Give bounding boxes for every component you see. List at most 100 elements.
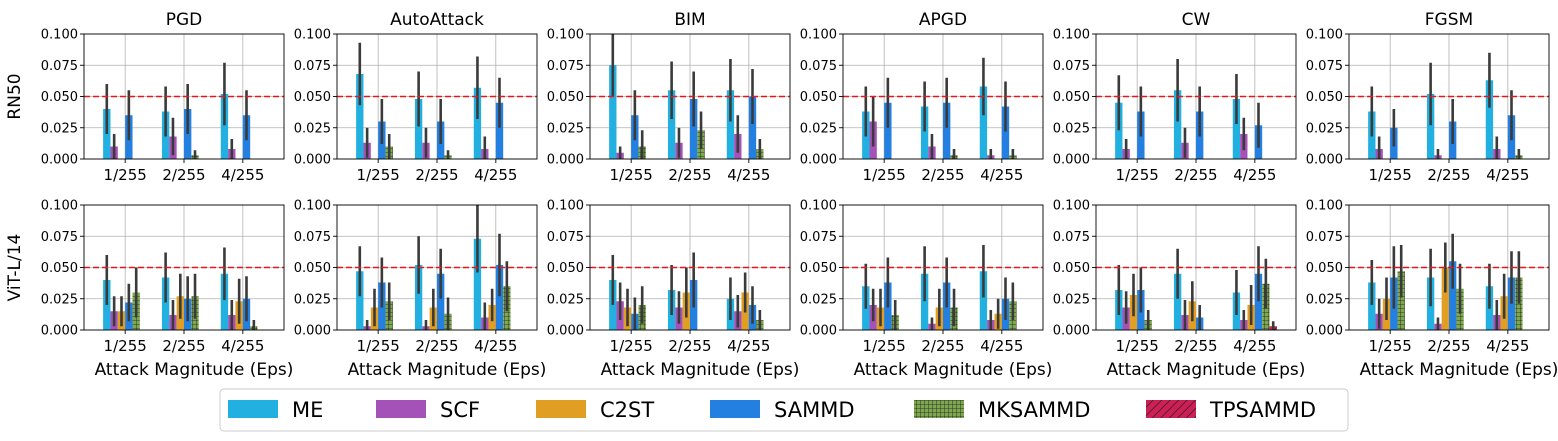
y-tick-label: 0.025 <box>41 292 78 307</box>
bar-me-4-255 <box>473 238 482 330</box>
bar-me-1-255 <box>609 65 617 159</box>
y-tick-label: 0.000 <box>41 324 78 339</box>
y-tick-label: 0.100 <box>1306 199 1343 214</box>
y-tick-label: 0.000 <box>294 153 331 168</box>
y-tick-label: 0.100 <box>547 199 584 214</box>
bar-me-2-255 <box>1426 94 1435 159</box>
y-tick-label: 0.050 <box>547 90 584 105</box>
legend-swatch-mksammd <box>914 400 964 418</box>
bar-sammd-4-255 <box>495 265 504 330</box>
legend: ME SCF C2ST SAMMD MKSAMMD TPSAMMD <box>219 388 1349 432</box>
y-tick-label: 0.000 <box>294 324 331 339</box>
x-tick-label: 4/255 <box>727 337 770 355</box>
legend-label-mksammd: MKSAMMD <box>978 398 1090 422</box>
y-tick-label: 0.000 <box>41 153 78 168</box>
y-tick-label: 0.050 <box>1053 261 1090 276</box>
bar-sammd-2-255 <box>437 273 445 330</box>
x-tick-label: 4/255 <box>727 166 770 184</box>
panel-1-fgsm: 0.000 0.025 0.050 0.075 0.100 1/255 2/255 4/255… <box>1306 199 1558 381</box>
legend-swatch-tpsammd <box>1146 400 1196 418</box>
panel-0-fgsm: 0.000 0.025 0.050 0.075 0.100 1/255 2/255 4/255… <box>1306 10 1550 184</box>
y-tick-label: 0.075 <box>1306 59 1343 74</box>
y-tick-label: 0.050 <box>41 90 78 105</box>
y-tick-label: 0.000 <box>800 324 837 339</box>
y-tick-label: 0.050 <box>800 90 837 105</box>
x-tick-label: 2/255 <box>1427 337 1470 355</box>
x-axis-label: Attack Magnitude (Eps) <box>1360 360 1558 380</box>
y-tick-label: 0.050 <box>1053 90 1090 105</box>
y-tick-label: 0.000 <box>1306 324 1343 339</box>
bar-me-4-255 <box>979 271 988 330</box>
y-tick-label: 0.075 <box>800 230 837 245</box>
y-tick-label: 0.050 <box>294 90 331 105</box>
bar-me-4-255 <box>979 86 988 159</box>
legend-label-c2st: C2ST <box>600 398 654 422</box>
panel-0-apgd: 0.000 0.025 0.050 0.075 0.100 1/255 2/255 4/255… <box>800 10 1044 184</box>
bar-me-2-255 <box>414 99 423 159</box>
bar-me-2-255 <box>161 277 170 330</box>
x-axis-label: Attack Magnitude (Eps) <box>601 360 800 380</box>
y-tick-label: 0.000 <box>1053 324 1090 339</box>
y-tick-label: 0.000 <box>800 153 837 168</box>
y-tick-label: 0.050 <box>294 261 331 276</box>
y-tick-label: 0.025 <box>547 292 584 307</box>
bar-sammd-4-255 <box>748 96 757 159</box>
panel-title: PGD <box>166 10 203 30</box>
y-tick-label: 0.025 <box>1053 121 1090 136</box>
x-tick-label: 1/255 <box>1369 337 1412 355</box>
bar-sammd-2-255 <box>1449 261 1457 330</box>
x-tick-label: 4/255 <box>221 166 264 184</box>
bar-me-2-255 <box>920 273 929 330</box>
y-tick-label: 0.075 <box>294 59 331 74</box>
bar-sammd-4-255 <box>1254 273 1263 330</box>
x-tick-label: 2/255 <box>162 166 205 184</box>
subplot-grid: 0.000 0.025 0.050 0.075 0.100 1/255 2/255 4/255… <box>5 10 1558 380</box>
bar-me-1-255 <box>1115 102 1123 159</box>
panel-1-autoattack: 0.000 0.025 0.050 0.075 0.100 1/255 2/255 4/255… <box>294 199 547 381</box>
y-tick-label: 0.100 <box>800 199 837 214</box>
legend-swatch-sammd <box>710 400 760 418</box>
y-tick-label: 0.000 <box>547 324 584 339</box>
bar-sammd-2-255 <box>690 99 698 159</box>
y-tick-label: 0.025 <box>294 292 331 307</box>
y-tick-label: 0.050 <box>1306 90 1343 105</box>
panel-1-bim: 0.000 0.025 0.050 0.075 0.100 1/255 2/255 4/255… <box>547 199 800 381</box>
x-tick-label: 4/255 <box>1486 166 1529 184</box>
y-tick-label: 0.025 <box>800 121 837 136</box>
y-tick-label: 0.025 <box>41 121 78 136</box>
panel-1-apgd: 0.000 0.025 0.050 0.075 0.100 1/255 2/255 4/255… <box>800 199 1053 381</box>
x-tick-label: 1/255 <box>1116 166 1159 184</box>
x-tick-label: 2/255 <box>921 337 964 355</box>
x-tick-label: 4/255 <box>980 166 1023 184</box>
panel-title: CW <box>1182 10 1211 30</box>
x-tick-label: 1/255 <box>610 337 653 355</box>
x-tick-label: 2/255 <box>415 166 458 184</box>
bar-me-2-255 <box>1173 90 1182 159</box>
legend-label-me: ME <box>292 398 323 422</box>
legend-label-sammd: SAMMD <box>774 398 855 422</box>
y-tick-label: 0.100 <box>1053 28 1090 43</box>
bar-sammd-4-255 <box>495 102 504 159</box>
x-tick-label: 1/255 <box>104 166 147 184</box>
bar-me-4-255 <box>726 90 735 159</box>
x-tick-label: 4/255 <box>1486 337 1529 355</box>
bar-me-4-255 <box>1232 99 1241 159</box>
x-axis-label: Attack Magnitude (Eps) <box>854 360 1053 380</box>
x-tick-label: 2/255 <box>1427 166 1470 184</box>
y-tick-label: 0.100 <box>294 28 331 43</box>
panel-1-pgd: 0.000 0.025 0.050 0.075 0.100 1/255 2/255 4/255… <box>41 199 294 381</box>
panel-title: BIM <box>674 10 705 30</box>
x-tick-label: 4/255 <box>474 166 517 184</box>
bar-me-2-255 <box>414 265 423 330</box>
bar-me-4-255 <box>1485 80 1494 159</box>
panel-0-autoattack: 0.000 0.025 0.050 0.075 0.100 1/255 2/255 4/255… <box>294 10 538 184</box>
bar-me-2-255 <box>920 106 929 159</box>
y-tick-label: 0.100 <box>547 28 584 43</box>
x-tick-label: 1/255 <box>863 337 906 355</box>
x-tick-label: 1/255 <box>357 337 400 355</box>
x-axis-label: Attack Magnitude (Eps) <box>95 360 294 380</box>
y-tick-label: 0.100 <box>41 28 78 43</box>
bar-me-1-255 <box>356 74 364 159</box>
bar-me-2-255 <box>667 90 676 159</box>
